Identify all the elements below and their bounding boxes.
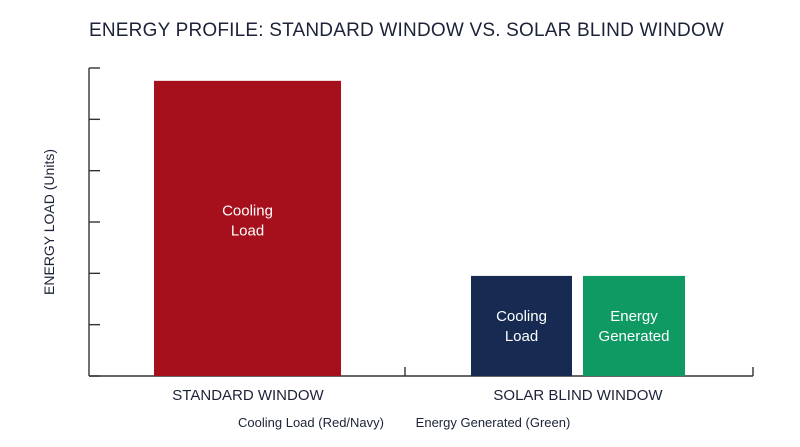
- legend-entry-0: Cooling Load (Red/Navy): [238, 415, 384, 430]
- bar-label-1: Cooling Load: [496, 308, 547, 345]
- bar-label-0: Cooling Load: [222, 202, 273, 239]
- labels: Cooling Load Cooling Load Energy Generated STA…: [41, 149, 669, 430]
- chart-title: ENERGY PROFILE: STANDARD WINDOW VS. SOLA…: [89, 20, 725, 41]
- bar-2: [583, 275, 685, 376]
- bars: [154, 80, 685, 376]
- bar-1: [471, 275, 572, 376]
- y-axis-label: ENERGY LOAD (Units): [41, 149, 57, 295]
- bar-label-2: Energy Generated: [599, 308, 670, 345]
- bar-0: [154, 80, 341, 376]
- category-label-0: STANDARD WINDOW: [172, 387, 324, 404]
- category-label-1: SOLAR BLIND WINDOW: [493, 387, 663, 404]
- legend-entry-1: Energy Generated (Green): [416, 415, 571, 430]
